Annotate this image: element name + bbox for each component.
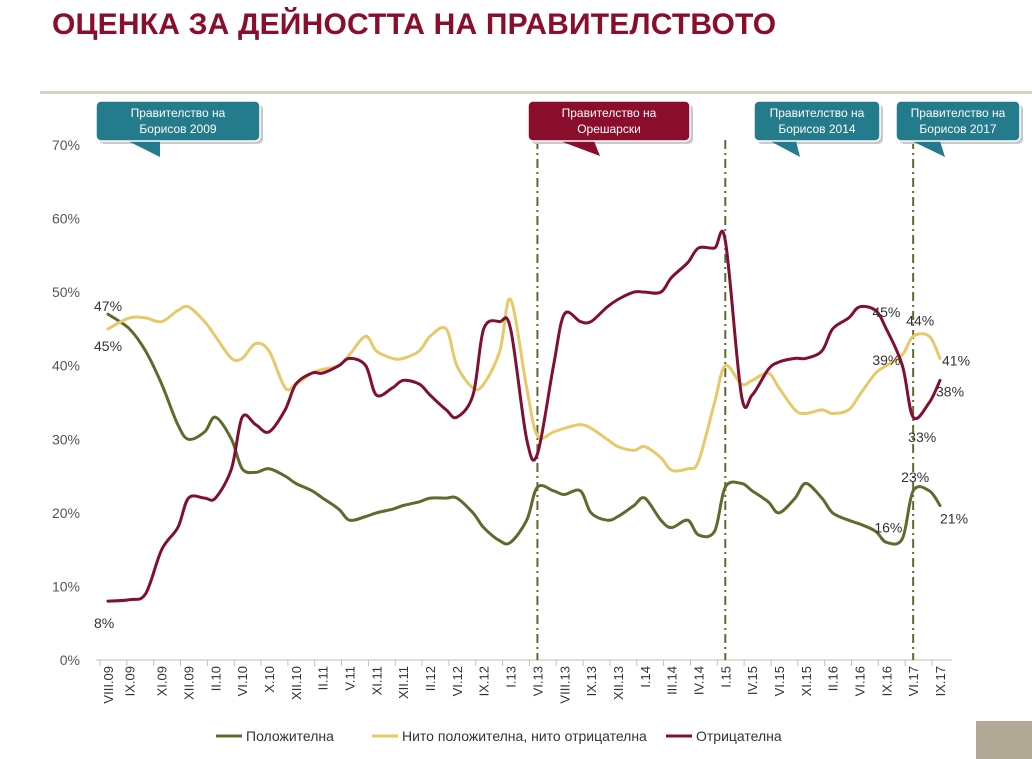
data-label-negative: 33%	[908, 429, 936, 445]
title-divider	[40, 91, 1032, 94]
x-tick-label: VI.15	[772, 666, 787, 696]
callout-text: Борисов 2017	[919, 122, 996, 136]
x-tick-label: VI.16	[852, 666, 867, 696]
x-tick-label: IX.16	[879, 666, 894, 696]
data-label-neutral: 41%	[942, 352, 970, 368]
legend-label-neutral: Нито положителна, нито отрицателна	[402, 728, 647, 744]
x-tick-label: IX.13	[584, 666, 599, 696]
data-label-neutral: 39%	[872, 352, 900, 368]
x-tick-label: IX.09	[122, 666, 137, 696]
callout-box	[95, 100, 261, 142]
x-tick-label: VIII.13	[557, 666, 572, 704]
x-tick-label: II.10	[208, 666, 223, 691]
data-label-negative: 38%	[936, 383, 964, 399]
data-label-neutral: 44%	[906, 312, 934, 328]
y-tick-label: 50%	[52, 284, 80, 300]
page-title: ОЦЕНКА ЗА ДЕЙНОСТТА НА ПРАВИТЕЛСТВОТО	[52, 8, 777, 41]
callout-pointer	[912, 141, 945, 157]
y-tick-label: 20%	[52, 505, 80, 521]
x-tick-label: VI.12	[450, 666, 465, 696]
callout-box	[753, 100, 881, 142]
data-label-negative: 45%	[872, 304, 900, 320]
x-tick-label: XI.09	[155, 666, 170, 696]
data-label-neutral: 45%	[94, 338, 122, 354]
callout-pointer	[128, 141, 160, 157]
callout-text: Орешарски	[577, 122, 641, 136]
x-tick-label: III.14	[665, 666, 680, 695]
callout-pointer	[560, 141, 600, 156]
x-tick-label: XI.11	[369, 666, 384, 695]
x-tick-label: II.12	[423, 666, 438, 691]
government-callout: Правителство на Борисов 2017	[895, 100, 1023, 157]
x-tick-label: II.11	[316, 666, 331, 690]
x-tick-label: I.15	[718, 666, 733, 688]
x-tick-label: VI.10	[235, 666, 250, 696]
data-label-positive: 23%	[901, 469, 929, 485]
x-tick-label: VIII.09	[101, 666, 116, 704]
callout-text: Борисов 2014	[778, 122, 855, 136]
legend-label-negative: Отрицателна	[696, 728, 782, 744]
x-tick-label: IX.17	[933, 666, 948, 696]
x-tick-label: XII.11	[396, 666, 411, 699]
data-label-positive: 16%	[874, 519, 902, 535]
x-tick-label: I.13	[504, 666, 519, 688]
y-tick-label: 30%	[52, 431, 80, 447]
callout-text: Правителство на	[770, 106, 865, 120]
callout-text: Правителство на	[911, 106, 1006, 120]
y-tick-label: 10%	[52, 578, 80, 594]
y-tick-label: 0%	[60, 652, 80, 668]
series-line-negative	[106, 229, 942, 603]
government-callout: Правителство на Орешарски	[527, 100, 693, 156]
x-tick-label: I.14	[638, 666, 653, 688]
corner-decoration	[976, 721, 1032, 759]
callout-text: Правителство на	[131, 106, 226, 120]
y-tick-label: 70%	[52, 137, 80, 153]
government-callout: Правителство на Борисов 2014	[753, 100, 883, 157]
data-label-negative: 8%	[94, 615, 114, 631]
x-tick-label: VI.17	[906, 666, 921, 696]
y-tick-label: 40%	[52, 358, 80, 374]
data-label-positive: 21%	[940, 511, 968, 527]
x-tick-label: XII.13	[611, 666, 626, 700]
y-tick-label: 60%	[52, 211, 80, 227]
data-label-positive: 47%	[94, 298, 122, 314]
x-tick-label: XII.09	[182, 666, 197, 700]
legend-label-positive: Положителна	[246, 728, 334, 744]
series-line-neutral	[106, 297, 942, 473]
x-tick-label: XI.15	[799, 666, 814, 696]
callout-box	[895, 100, 1021, 142]
x-tick-label: IV.15	[745, 666, 760, 695]
callout-text: Правителство на	[562, 106, 657, 120]
x-tick-label: IX.12	[477, 666, 492, 696]
x-tick-label: II.16	[826, 666, 841, 691]
series-line-positive	[106, 312, 942, 546]
x-tick-label: V.11	[343, 666, 358, 691]
x-tick-label: X.10	[262, 666, 277, 693]
x-tick-label: VI.13	[530, 666, 545, 696]
x-tick-label: IV.14	[691, 666, 706, 695]
government-callout: Правителство на Борисов 2009	[95, 100, 263, 157]
callout-pointer	[770, 141, 800, 157]
callout-text: Борисов 2009	[139, 122, 216, 136]
x-tick-label: XII.10	[289, 666, 304, 700]
callout-box	[527, 100, 691, 142]
